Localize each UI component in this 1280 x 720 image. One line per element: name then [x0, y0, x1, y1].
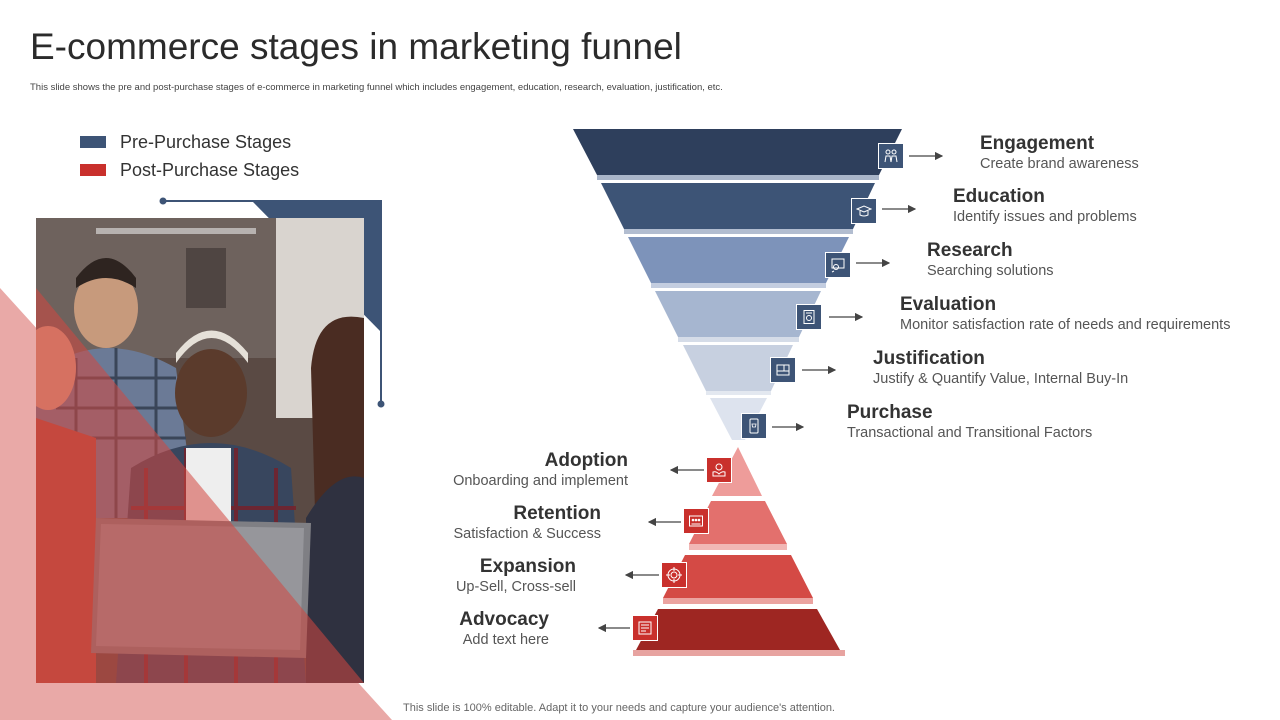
legend: Pre-Purchase Stages Post-Purchase Stages [80, 128, 299, 184]
stage-justification: Justification Justify & Quantify Value, … [873, 348, 1128, 388]
stage-title: Justification [873, 348, 985, 369]
post-purchase-pyramid [633, 447, 845, 656]
pyramid-level-retention [689, 501, 787, 544]
funnel-level-research [628, 237, 849, 283]
stage-evaluation: Evaluation Monitor satisfaction rate of … [900, 294, 1230, 334]
stage-retention: Retention Satisfaction & Success [454, 503, 602, 543]
legend-swatch-pre [80, 136, 106, 148]
legend-label-pre: Pre-Purchase Stages [120, 131, 292, 152]
legend-label-post: Post-Purchase Stages [120, 159, 300, 180]
stage-title: Advocacy [459, 609, 549, 630]
window-icon [770, 357, 796, 383]
funnel-level-education [601, 183, 875, 229]
target-icon [661, 562, 687, 588]
page-title: E-commerce stages in marketing funnel [30, 26, 682, 67]
pre-purchase-funnel [573, 129, 902, 440]
search-screen-icon [825, 252, 851, 278]
stage-title: Purchase [847, 402, 933, 423]
stage-desc: Create brand awareness [980, 156, 1139, 172]
pyramid-level-adoption [712, 447, 762, 496]
footer-note: This slide is 100% editable. Adapt it to… [403, 702, 835, 714]
legend-item-post: Post-Purchase Stages [80, 156, 299, 184]
page-subtitle: This slide shows the pre and post-purcha… [30, 82, 723, 93]
bracket-dot-bottom [377, 400, 385, 408]
document-check-icon [796, 304, 822, 330]
legend-item-pre: Pre-Purchase Stages [80, 128, 299, 156]
stage-purchase: Purchase Transactional and Transitional … [847, 402, 1092, 442]
stage-desc: Transactional and Transitional Factors [847, 425, 1093, 441]
team-photo [36, 218, 364, 683]
funnel-level-justification [683, 345, 793, 391]
graduation-cap-icon [851, 198, 877, 224]
stage-title: Expansion [479, 556, 576, 577]
pyramid-level-advocacy [636, 609, 840, 650]
stage-title: Evaluation [900, 294, 997, 315]
stage-adoption: Adoption Onboarding and implement [453, 450, 628, 490]
legend-swatch-post [80, 164, 106, 176]
stage-expansion: Expansion Up-Sell, Cross-sell [456, 556, 576, 596]
funnel-level-engagement [573, 129, 902, 175]
stage-title: Engagement [980, 133, 1095, 154]
stage-desc: Monitor satisfaction rate of needs and r… [900, 317, 1231, 333]
stage-desc: Satisfaction & Success [453, 526, 602, 542]
stage-desc: Onboarding and implement [453, 473, 628, 489]
stage-desc: Searching solutions [927, 263, 1054, 279]
stage-desc: Add text here [462, 632, 549, 648]
stage-engagement: Engagement Create brand awareness [980, 133, 1139, 173]
people-icon [878, 143, 904, 169]
stage-research: Research Searching solutions [927, 240, 1054, 280]
team-photo-illustration [36, 218, 364, 683]
hand-coin-icon [706, 457, 732, 483]
mobile-cart-icon [741, 413, 767, 439]
pyramid-level-expansion [663, 555, 813, 598]
customers-icon [683, 508, 709, 534]
stage-education: Education Identify issues and problems [953, 186, 1137, 226]
funnel-level-purchase [710, 398, 767, 440]
funnel-level-evaluation [655, 291, 821, 337]
stage-title: Adoption [544, 450, 628, 471]
bracket-dot-top [159, 197, 167, 205]
stage-title: Research [927, 240, 1013, 261]
stage-desc: Justify & Quantify Value, Internal Buy-I… [873, 371, 1129, 387]
stage-title: Retention [513, 503, 601, 524]
stage-advocacy: Advocacy Add text here [459, 609, 549, 649]
stage-desc: Identify issues and problems [953, 209, 1137, 225]
stage-title: Education [953, 186, 1045, 207]
advocacy-board-icon [632, 615, 658, 641]
stage-desc: Up-Sell, Cross-sell [455, 579, 576, 595]
